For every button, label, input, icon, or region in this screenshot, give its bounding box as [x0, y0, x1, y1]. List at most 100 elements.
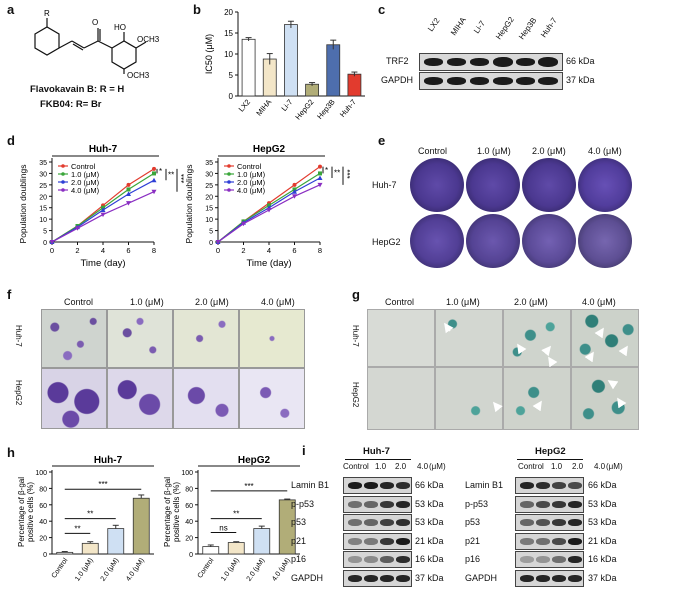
blot-band: [536, 556, 550, 563]
data-point: [152, 171, 156, 176]
column-label: 4.0 (μM): [261, 297, 295, 307]
blot-band: [380, 537, 394, 545]
y-tick-label: 20: [205, 194, 213, 201]
legend-label: Control: [71, 162, 96, 171]
title-underline: [517, 459, 583, 460]
methoxy-top-label: OCH3: [137, 35, 160, 44]
column-label: 1.0 (μM): [446, 297, 480, 307]
sig-label: **: [233, 510, 239, 519]
lane-label: Li-7: [472, 19, 488, 36]
transwell-image: [107, 309, 173, 368]
arrow-icon: [594, 327, 604, 339]
data-point: [151, 189, 157, 195]
transwell-image: [107, 368, 173, 429]
y-axis-label: Percentage of β-gal: [17, 477, 26, 547]
arrow-icon: [444, 322, 454, 334]
row-label: Huh-7: [351, 325, 360, 347]
lane-label: 2.0: [395, 462, 407, 471]
data-point: [317, 182, 323, 188]
column-label: 2.0 (μM): [195, 297, 229, 307]
blot-band: [380, 574, 394, 582]
panel-label-a: a: [7, 2, 15, 17]
data-point: [126, 182, 131, 187]
x-tick-label: HepG2: [293, 98, 315, 122]
panel-label-f: f: [7, 287, 12, 302]
sig-label: **: [87, 510, 93, 519]
x-tick-label: 2.0 (μM): [100, 557, 121, 582]
y-tick-label: 0: [43, 240, 47, 247]
blot-strip: [515, 551, 584, 568]
y-tick-label: 25: [205, 183, 213, 190]
x-tick-label: 4.0 (μM): [271, 557, 292, 582]
bar: [81, 542, 99, 555]
y-tick-label: 100: [181, 470, 193, 477]
oxygen-label: O: [92, 18, 98, 27]
blot-band: [348, 519, 362, 526]
kda-label: 53 kDa: [415, 498, 444, 509]
panel-label-h: h: [7, 445, 15, 460]
y-tick-label: 35: [39, 160, 47, 167]
legend-marker: [61, 188, 65, 192]
bar: [56, 551, 74, 555]
blot-band: [348, 500, 362, 508]
y-tick-label: 60: [185, 503, 193, 510]
hepg2-doubling-chart: HepG2 0 5 10 15 20 25 30 35 0 2 4 6 8 Time (day) Popula…: [184, 144, 355, 269]
x-tick-label: Control: [197, 557, 216, 580]
blot-band: [568, 519, 582, 526]
sig-label: *: [159, 167, 162, 176]
blot-band: [552, 556, 566, 563]
bar: [107, 528, 125, 555]
y-axis-label: Population doublings: [18, 165, 28, 244]
transwell-image: [173, 309, 239, 368]
trf2-blot: [419, 53, 563, 71]
compound-caption-1: Flavokavain B: R = H: [30, 84, 125, 95]
row-label: HepG2: [351, 382, 360, 408]
bar: [262, 58, 277, 97]
kda-label: 66 kDa: [415, 480, 444, 490]
arrow-icon: [618, 345, 628, 357]
colony-dish: [578, 158, 632, 212]
blot-title: HepG2: [535, 446, 566, 457]
blot-band: [396, 537, 410, 545]
colony-dish: [522, 214, 576, 268]
transwell-image: [41, 368, 107, 429]
lane-label: 4.0: [594, 462, 606, 471]
panel-label-b: b: [193, 2, 201, 17]
blot-band: [536, 500, 550, 508]
y-tick-label: 80: [185, 486, 193, 493]
bgal-image: [367, 309, 435, 367]
arrow-icon: [541, 345, 552, 357]
x-tick-label: 2: [75, 246, 79, 255]
x-axis-label: Time (day): [246, 258, 291, 269]
x-tick-label: Control: [51, 557, 70, 580]
chemical-structure: R O HO OCH3 OCH3: [34, 9, 160, 80]
legend-label: 1.0 (μM): [71, 170, 100, 179]
data-point: [126, 201, 131, 206]
blot-strip: [515, 495, 584, 513]
legend-marker: [227, 172, 231, 176]
column-label: 4.0 (μM): [582, 297, 616, 307]
bar: [253, 528, 271, 555]
y-tick-label: 35: [205, 160, 213, 167]
y-tick-label: 30: [39, 171, 47, 178]
y-tick-label: 15: [224, 29, 233, 38]
y-tick-label: 20: [39, 194, 47, 201]
x-tick-label: 8: [152, 246, 156, 255]
bgal-image: [503, 367, 571, 430]
blot-band: [380, 500, 394, 508]
units-label: (μM): [606, 462, 623, 471]
blot-band: [552, 482, 566, 489]
data-point: [151, 177, 157, 183]
y-tick-label: 0: [209, 240, 213, 247]
legend-label: 4.0 (μM): [71, 186, 100, 195]
lane-label: LX2: [426, 16, 442, 34]
blot-band: [364, 556, 378, 563]
x-tick-label: 6: [292, 246, 296, 255]
colony-dish: [466, 158, 520, 212]
x-tick-label: 1.0 (μM): [220, 557, 241, 582]
y-tick-label: 20: [185, 536, 193, 543]
y-tick-label: 25: [39, 183, 47, 190]
data-point: [318, 164, 322, 169]
data-point: [126, 191, 131, 196]
blot-band: [520, 537, 534, 545]
